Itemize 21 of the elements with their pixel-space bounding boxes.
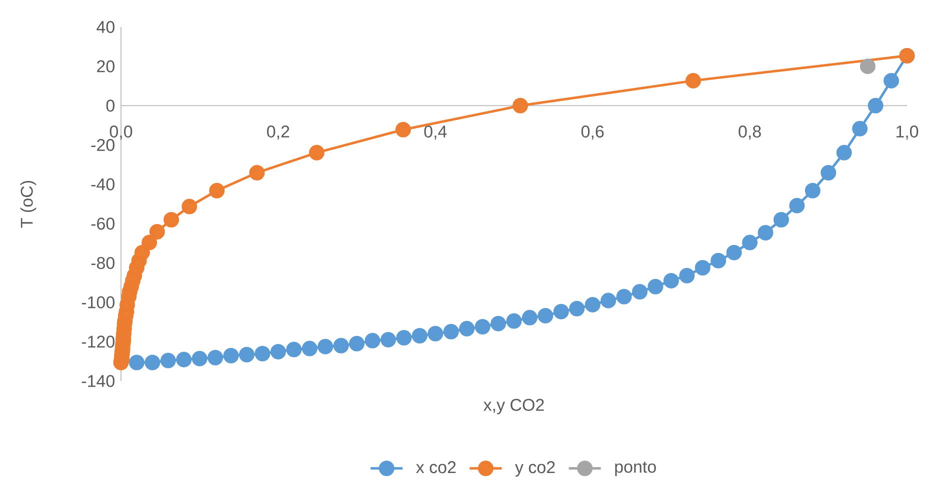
legend-label: x co2 [416, 461, 456, 474]
x-tick-label: 0,4 [424, 126, 447, 140]
y-tick-label: -80 [91, 256, 114, 270]
y-tick-label: -60 [91, 218, 114, 230]
x-tick-label: 0,6 [581, 126, 604, 140]
y-tick-label: 20 [97, 60, 114, 72]
x-axis-title: x,y CO2 [483, 398, 544, 414]
x-tick-label: 1,0 [896, 126, 918, 140]
y-tick-label: -20 [91, 138, 114, 152]
y-tick-label: -40 [91, 178, 114, 190]
x-tick-label: 0,2 [267, 126, 290, 140]
y-tick-label: 40 [96, 20, 114, 34]
y-tick-label: -120 [82, 336, 114, 348]
y-tick-label: -140 [82, 374, 114, 388]
y-axis-title: T (oC) [20, 180, 36, 228]
x-tick-label: 0,0 [110, 126, 132, 140]
legend-label: y co2 [515, 461, 555, 477]
legend-label: ponto [615, 462, 656, 476]
y-tick-label: 0 [106, 100, 114, 112]
x-tick-label: 0,8 [738, 126, 761, 140]
y-tick-label: -100 [82, 296, 114, 308]
